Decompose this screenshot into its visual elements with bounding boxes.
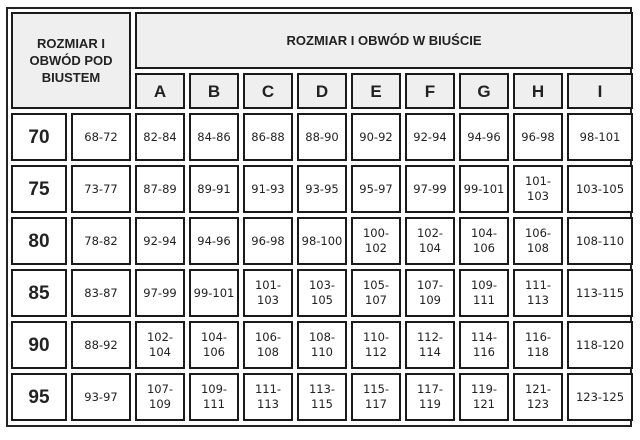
bust-range-cell: 96-98 (513, 113, 563, 161)
bust-range-cell: 123-125 (567, 373, 633, 421)
bust-range-cell: 104- 106 (459, 217, 509, 265)
bust-range-cell: 99-101 (189, 269, 239, 317)
bust-range-cell: 92-94 (405, 113, 455, 161)
bust-range-cell: 99-101 (459, 165, 509, 213)
bust-range-cell: 89-91 (189, 165, 239, 213)
bust-range-cell: 100- 102 (351, 217, 401, 265)
cup-header-c: C (243, 73, 293, 109)
size-chart-grid: ROZMIAR I OBWÓD POD BIUSTEM ROZMIAR I OB… (11, 12, 633, 421)
bust-range-cell: 92-94 (135, 217, 185, 265)
bust-range-cell: 111- 113 (243, 373, 293, 421)
band-size: 90 (11, 321, 67, 369)
band-size: 70 (11, 113, 67, 161)
band-size: 85 (11, 269, 67, 317)
bust-range-cell: 112- 114 (405, 321, 455, 369)
bust-range-cell: 116- 118 (513, 321, 563, 369)
band-size: 80 (11, 217, 67, 265)
bust-range-cell: 91-93 (243, 165, 293, 213)
bust-range-cell: 107- 109 (135, 373, 185, 421)
bust-range-cell: 109- 111 (189, 373, 239, 421)
bust-range-cell: 111- 113 (513, 269, 563, 317)
underbust-header: ROZMIAR I OBWÓD POD BIUSTEM (11, 12, 131, 109)
cup-header-d: D (297, 73, 347, 109)
band-size: 95 (11, 373, 67, 421)
bust-range-cell: 121- 123 (513, 373, 563, 421)
bust-range-cell: 110- 112 (351, 321, 401, 369)
bust-range-cell: 103- 105 (297, 269, 347, 317)
bust-range-cell: 95-97 (351, 165, 401, 213)
cup-header-b: B (189, 73, 239, 109)
cup-header-i: I (567, 73, 633, 109)
bust-range-cell: 93-95 (297, 165, 347, 213)
bust-range-cell: 119- 121 (459, 373, 509, 421)
bust-range-cell: 113- 115 (297, 373, 347, 421)
bust-range-cell: 94-96 (189, 217, 239, 265)
bust-range-cell: 108- 110 (297, 321, 347, 369)
bust-range-cell: 82-84 (135, 113, 185, 161)
bust-range-cell: 97-99 (405, 165, 455, 213)
bust-range-cell: 117- 119 (405, 373, 455, 421)
cup-header-e: E (351, 73, 401, 109)
bust-range-cell: 97-99 (135, 269, 185, 317)
cup-header-h: H (513, 73, 563, 109)
bust-range-cell: 87-89 (135, 165, 185, 213)
bust-range-cell: 103-105 (567, 165, 633, 213)
bust-range-cell: 96-98 (243, 217, 293, 265)
size-chart-table: ROZMIAR I OBWÓD POD BIUSTEM ROZMIAR I OB… (6, 7, 633, 427)
bust-range-cell: 115- 117 (351, 373, 401, 421)
underbust-range: 73-77 (71, 165, 131, 213)
band-size: 75 (11, 165, 67, 213)
cup-header-a: A (135, 73, 185, 109)
bust-range-cell: 104- 106 (189, 321, 239, 369)
bust-range-cell: 105- 107 (351, 269, 401, 317)
bust-range-cell: 113-115 (567, 269, 633, 317)
bust-range-cell: 88-90 (297, 113, 347, 161)
underbust-range: 68-72 (71, 113, 131, 161)
bust-range-cell: 90-92 (351, 113, 401, 161)
bust-range-cell: 106- 108 (243, 321, 293, 369)
bust-range-cell: 114- 116 (459, 321, 509, 369)
cup-header-g: G (459, 73, 509, 109)
bust-range-cell: 94-96 (459, 113, 509, 161)
bust-range-cell: 86-88 (243, 113, 293, 161)
bust-range-cell: 102- 104 (135, 321, 185, 369)
bust-range-cell: 98-100 (297, 217, 347, 265)
underbust-range: 83-87 (71, 269, 131, 317)
cup-header-f: F (405, 73, 455, 109)
bust-header: ROZMIAR I OBWÓD W BIUŚCIE (135, 12, 633, 69)
bust-range-cell: 102- 104 (405, 217, 455, 265)
bust-range-cell: 84-86 (189, 113, 239, 161)
bust-range-cell: 101- 103 (513, 165, 563, 213)
underbust-range: 78-82 (71, 217, 131, 265)
bust-range-cell: 101- 103 (243, 269, 293, 317)
bust-range-cell: 108-110 (567, 217, 633, 265)
bust-range-cell: 109- 111 (459, 269, 509, 317)
bust-range-cell: 118-120 (567, 321, 633, 369)
bust-range-cell: 98-101 (567, 113, 633, 161)
underbust-range: 88-92 (71, 321, 131, 369)
underbust-range: 93-97 (71, 373, 131, 421)
bust-range-cell: 107- 109 (405, 269, 455, 317)
bust-range-cell: 106- 108 (513, 217, 563, 265)
